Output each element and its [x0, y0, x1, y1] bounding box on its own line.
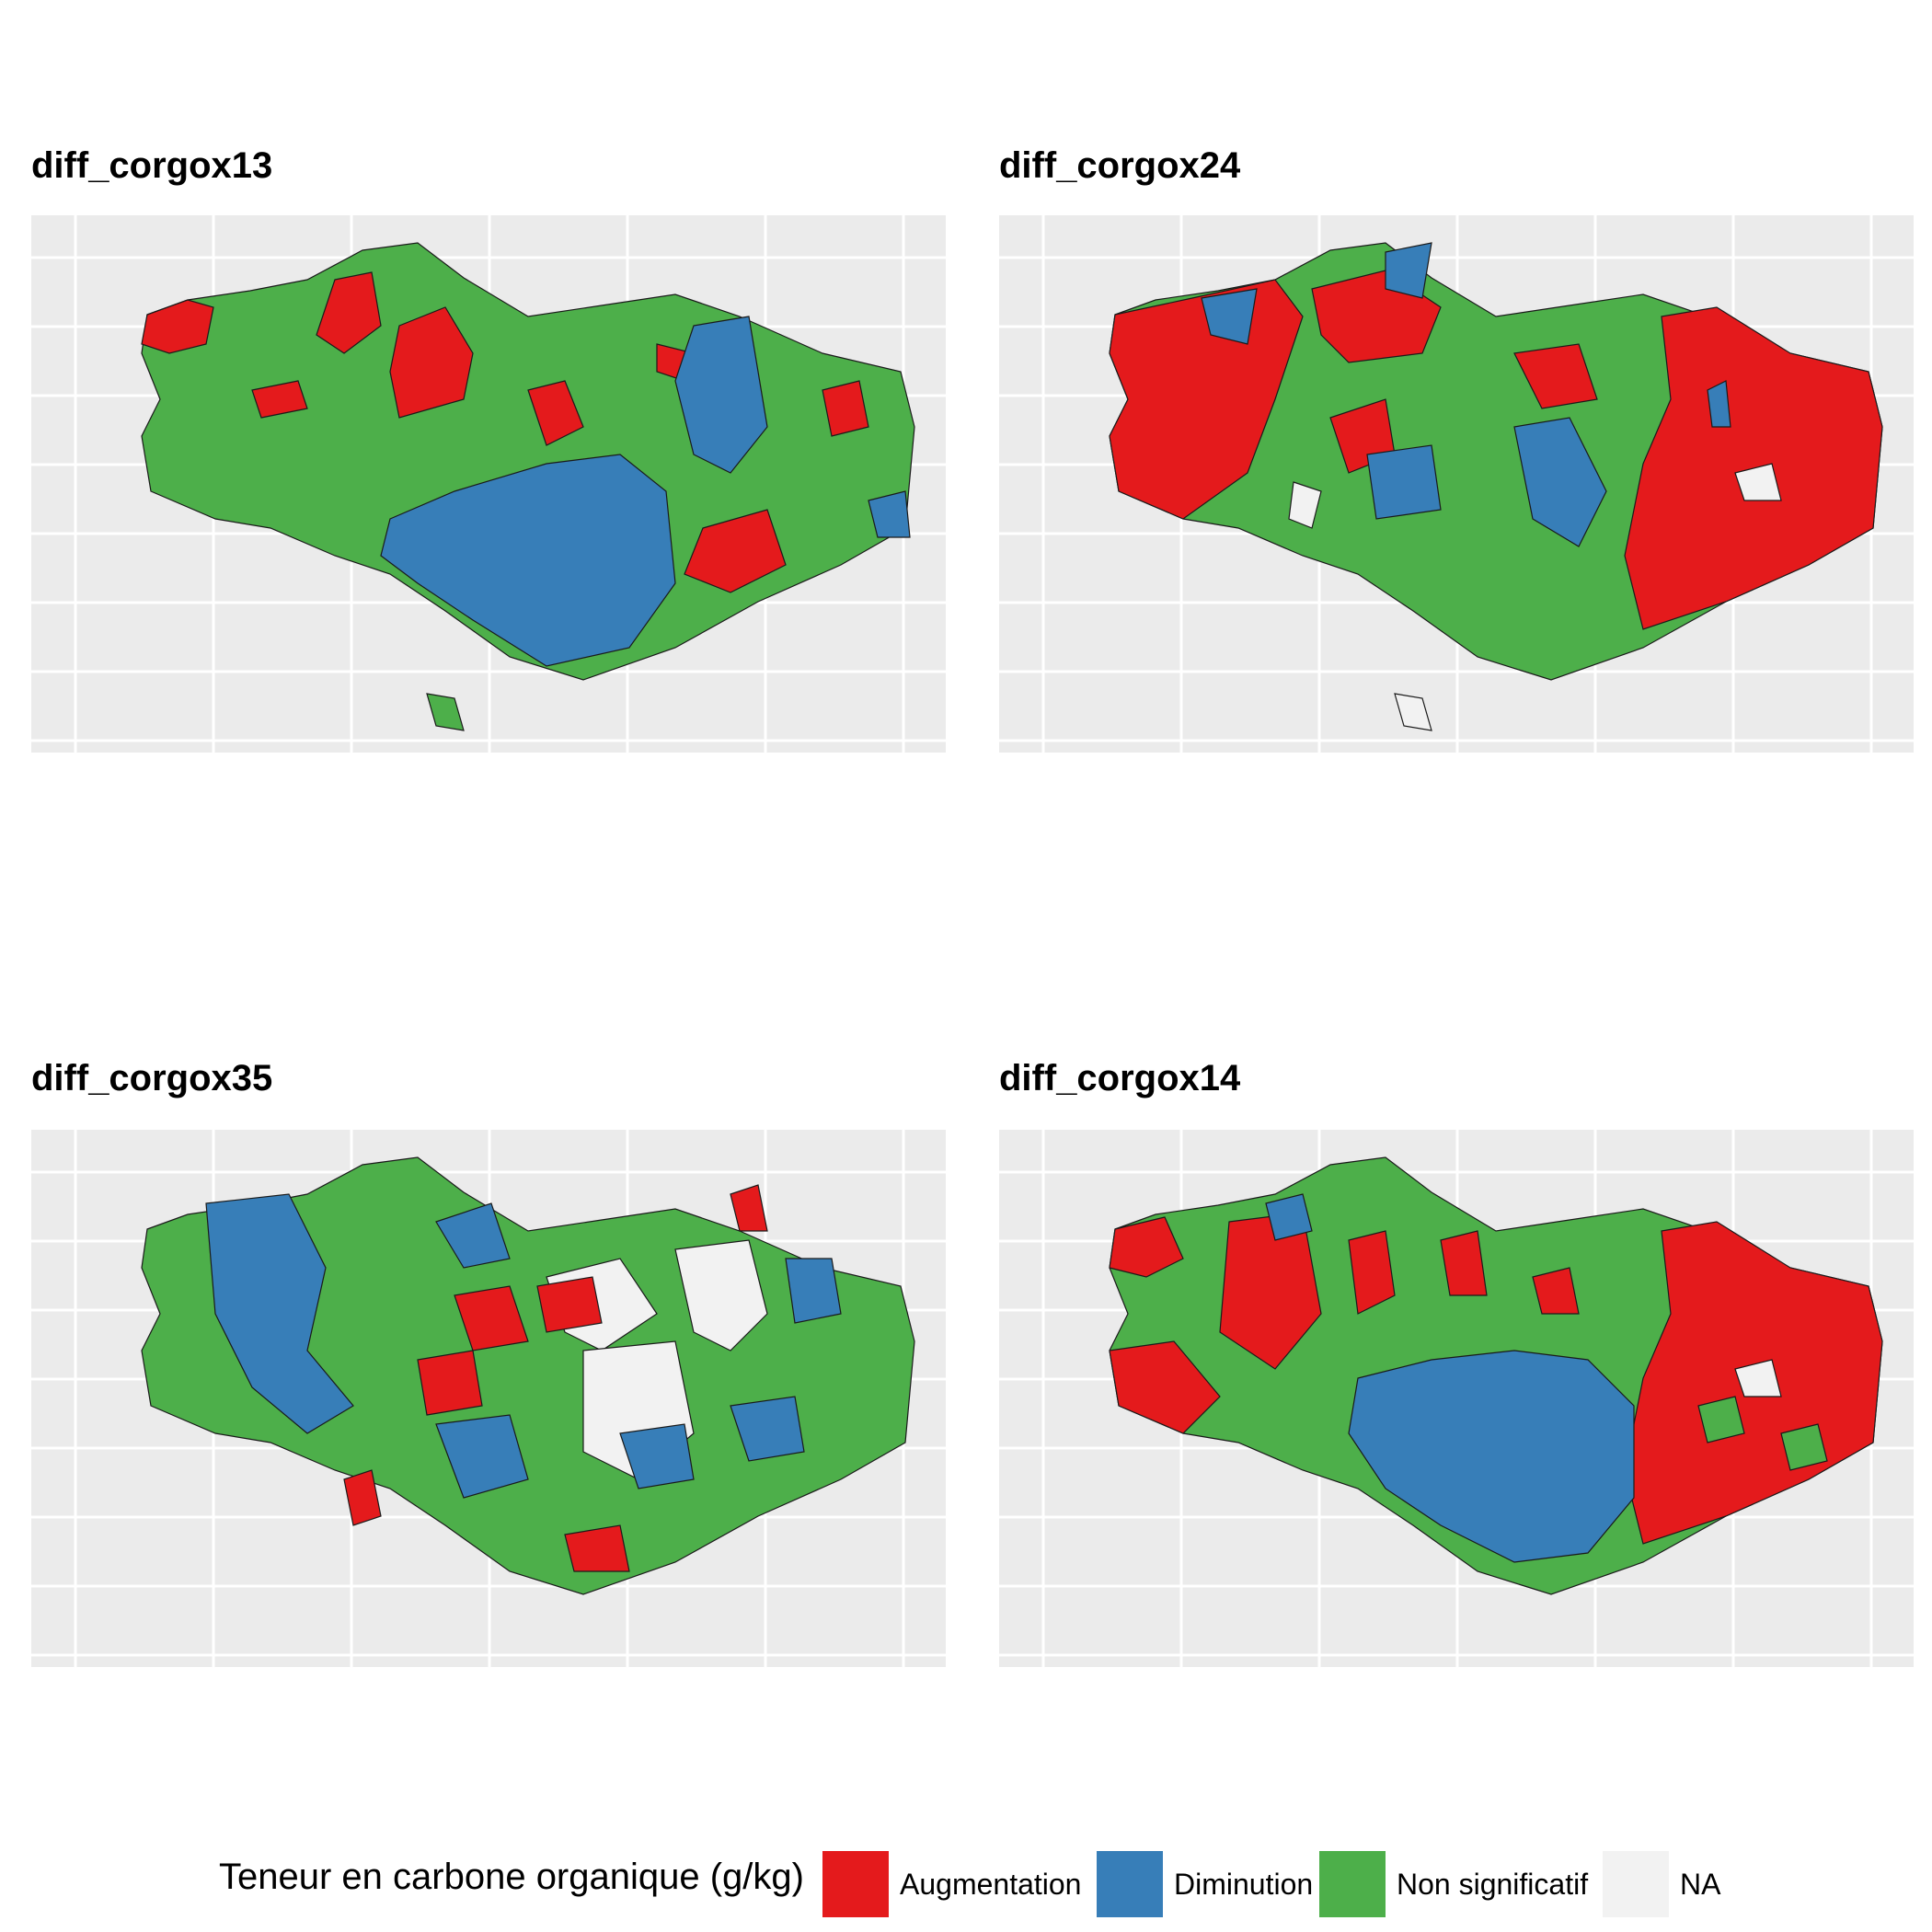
legend-key-diminution: [1097, 1851, 1163, 1917]
choropleth-map: [31, 215, 946, 753]
legend-label: Diminution: [1174, 1868, 1314, 1901]
legend-key-na: [1603, 1851, 1669, 1917]
map-plot-area: [999, 215, 1914, 753]
panel-title: diff_corgox35: [31, 1058, 273, 1098]
map-plot-area: [999, 1130, 1914, 1667]
panel-title: diff_corgox24: [999, 145, 1241, 186]
map-plot-area: [31, 1130, 946, 1667]
legend-label: Non significatif: [1397, 1868, 1589, 1901]
legend-title: Teneur en carbone organique (g/kg): [219, 1857, 804, 1897]
legend-label: Augmentation: [900, 1868, 1082, 1901]
legend-key-non-significatif: [1319, 1851, 1386, 1917]
legend-key-augmentation: [822, 1851, 889, 1917]
legend-label: NA: [1680, 1868, 1721, 1901]
choropleth-map: [31, 1130, 946, 1667]
choropleth-map: [999, 1130, 1914, 1667]
legend: Teneur en carbone organique (g/kg) Augme…: [0, 1831, 1932, 1932]
choropleth-map: [999, 215, 1914, 753]
panel-title: diff_corgox13: [31, 145, 273, 186]
panel-title: diff_corgox14: [999, 1058, 1241, 1098]
map-plot-area: [31, 215, 946, 753]
